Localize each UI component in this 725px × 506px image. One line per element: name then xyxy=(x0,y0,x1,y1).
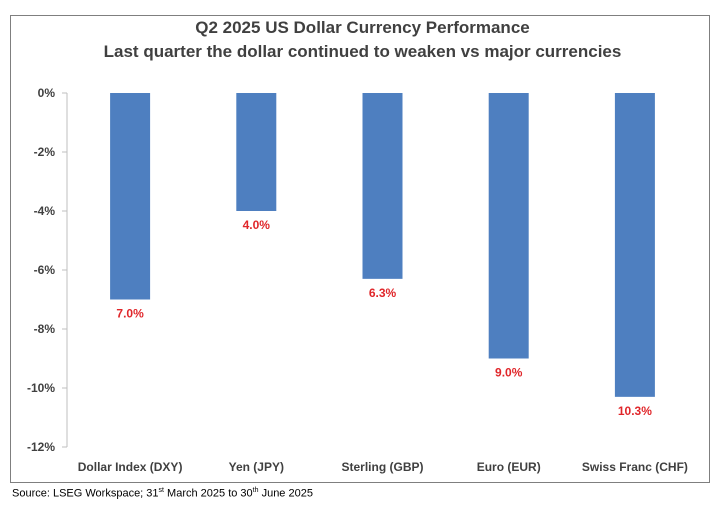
x-tick-label: Swiss Franc (CHF) xyxy=(582,460,688,474)
x-tick-label: Euro (EUR) xyxy=(477,460,541,474)
source-sup-2: th xyxy=(252,487,259,494)
data-label: 9.0% xyxy=(495,366,523,380)
y-tick-label: -4% xyxy=(34,204,56,218)
data-label: 6.3% xyxy=(369,286,397,300)
bar xyxy=(614,93,655,397)
y-tick-label: -6% xyxy=(34,263,56,277)
source-note: Source: LSEG Workspace; 31st March 2025 … xyxy=(12,487,313,500)
y-tick-label: -8% xyxy=(34,322,56,336)
source-sup-1: st xyxy=(158,487,164,494)
chart-title: Q2 2025 US Dollar Currency Performance xyxy=(195,18,530,37)
source-middle: March 2025 to 30 xyxy=(164,487,253,500)
x-tick-label: Yen (JPY) xyxy=(229,460,284,474)
data-label: 4.0% xyxy=(243,218,271,232)
y-tick-label: -2% xyxy=(34,145,56,159)
y-tick-label: 0% xyxy=(38,86,56,100)
x-tick-label: Dollar Index (DXY) xyxy=(78,460,183,474)
source-prefix: Source: LSEG Workspace; 31 xyxy=(12,487,159,500)
source-suffix: June 2025 xyxy=(258,487,313,500)
x-tick-label: Sterling (GBP) xyxy=(341,460,423,474)
data-label: 10.3% xyxy=(618,404,652,418)
bar xyxy=(488,93,529,359)
bar xyxy=(110,93,151,300)
bar xyxy=(362,93,403,279)
bar xyxy=(236,93,277,211)
y-tick-label: -10% xyxy=(27,381,55,395)
y-tick-label: -12% xyxy=(27,440,55,454)
chart-subtitle: Last quarter the dollar continued to wea… xyxy=(103,42,622,61)
data-label: 7.0% xyxy=(116,307,144,321)
